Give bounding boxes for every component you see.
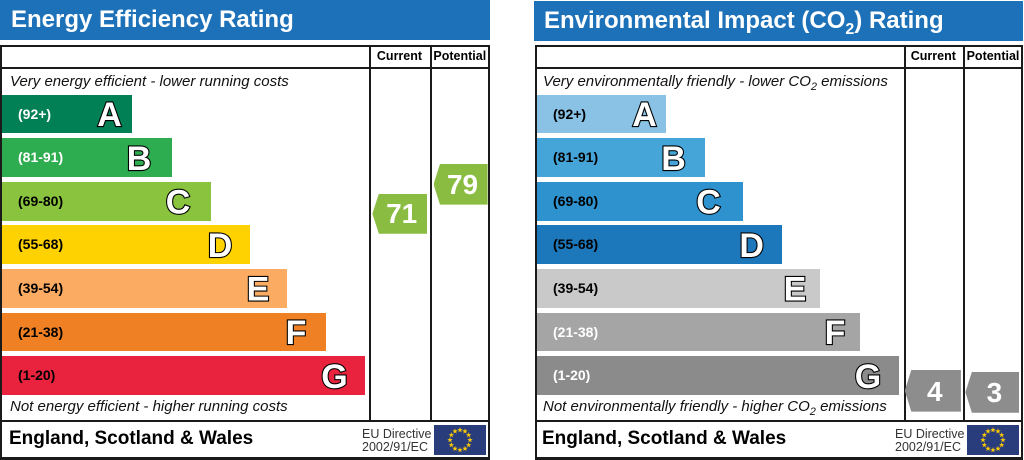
svg-text:G: G	[321, 358, 347, 396]
svg-text:B: B	[661, 140, 686, 178]
svg-text:F: F	[825, 314, 846, 352]
svg-text:A: A	[632, 96, 657, 134]
svg-text:E: E	[784, 271, 807, 309]
svg-text:D: D	[208, 227, 233, 265]
svg-text:A: A	[97, 96, 122, 134]
svg-text:E: E	[247, 271, 270, 309]
svg-text:B: B	[127, 140, 152, 178]
svg-text:F: F	[286, 314, 307, 352]
svg-text:D: D	[739, 227, 764, 265]
svg-text:G: G	[855, 358, 881, 396]
svg-text:C: C	[696, 183, 721, 221]
svg-text:C: C	[166, 183, 191, 221]
